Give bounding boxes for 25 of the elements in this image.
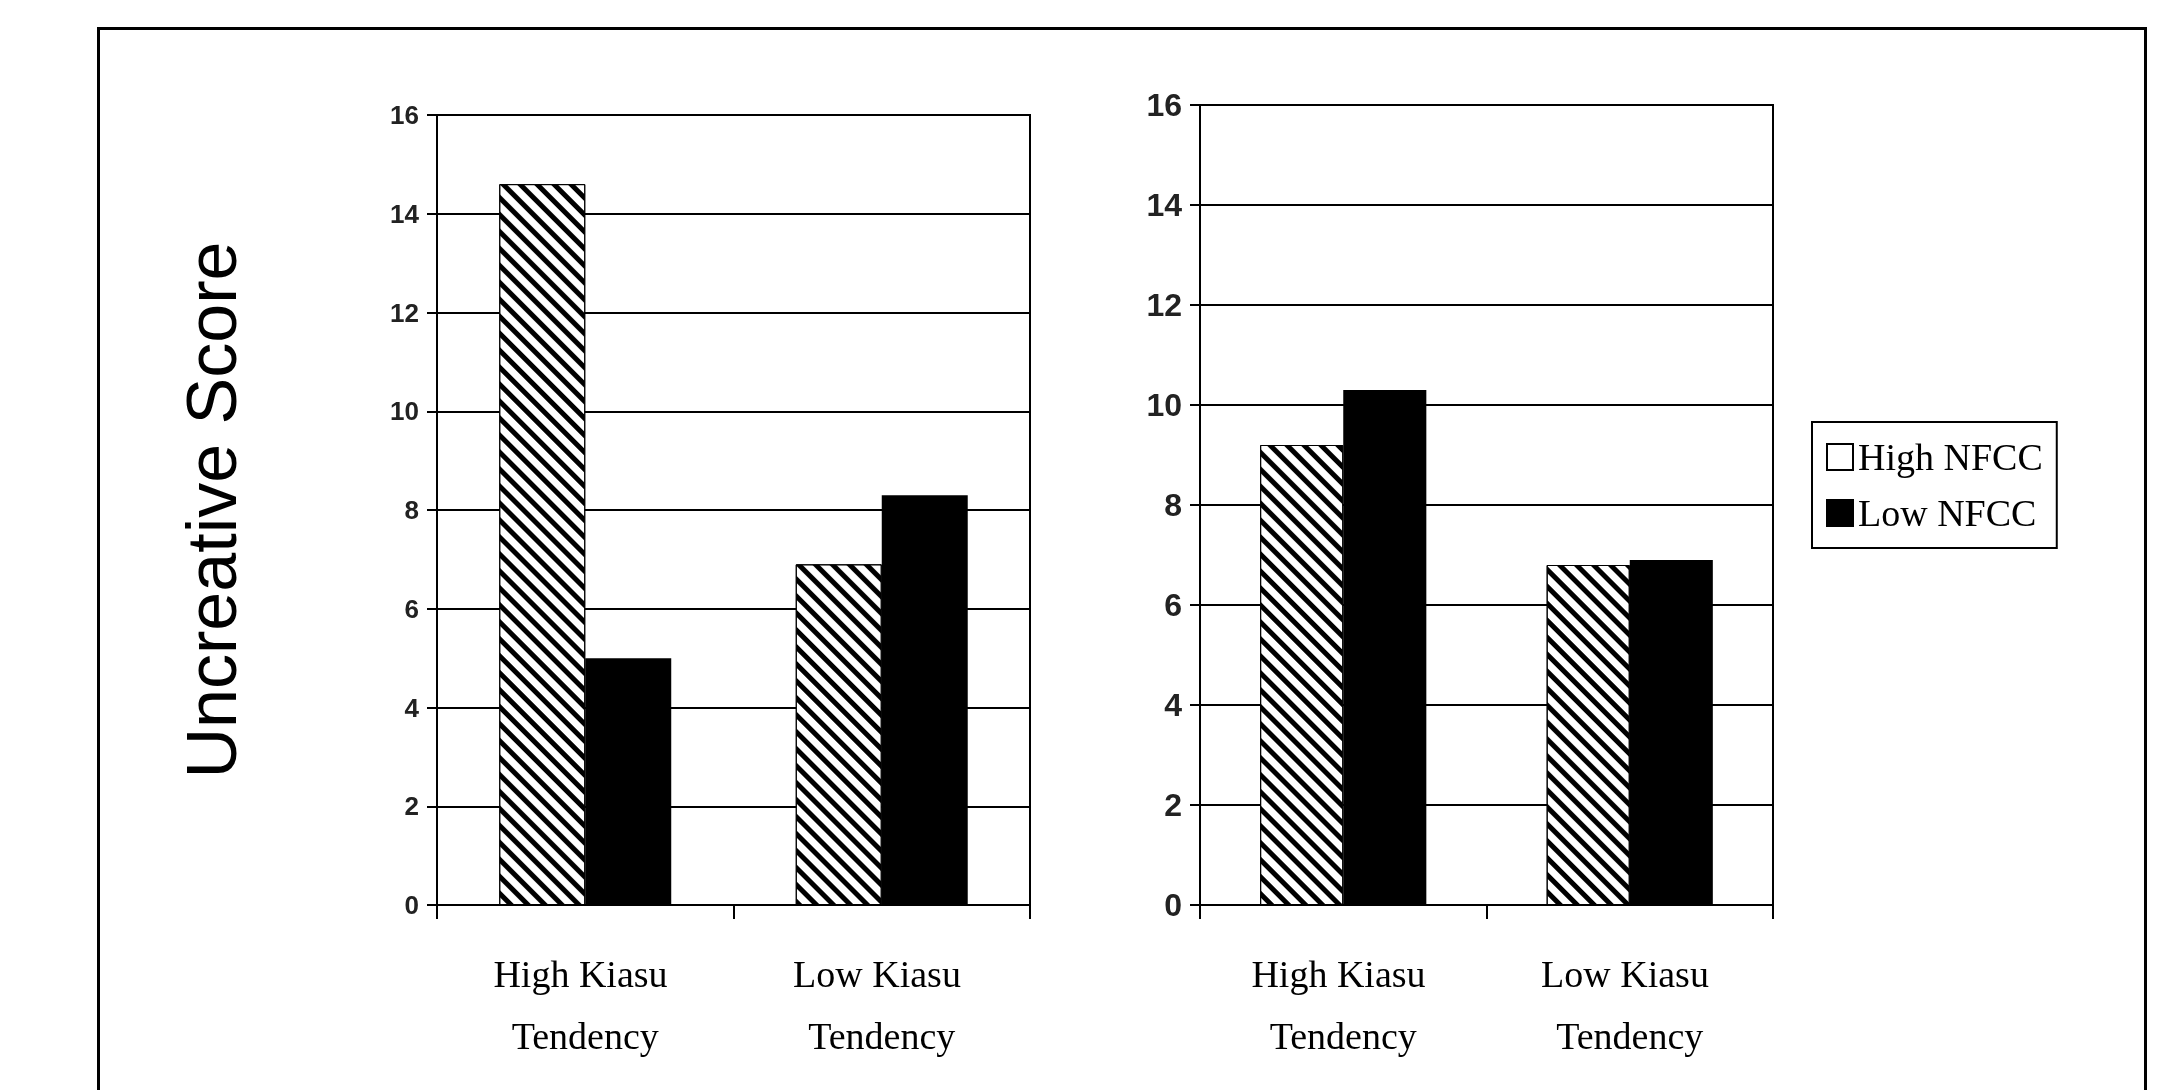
y-tick-label: 10 — [1146, 387, 1182, 423]
y-tick-label: 12 — [1146, 287, 1182, 323]
y-tick-label: 8 — [1164, 487, 1182, 523]
y-tick-label: 12 — [390, 297, 419, 328]
y-tick-label: 16 — [1146, 87, 1182, 123]
x-tick-label: Low Kiasu Tendency — [1541, 953, 1719, 1057]
y-tick-label: 8 — [404, 495, 419, 525]
y-tick-label: 2 — [404, 791, 419, 822]
y-tick-label: 14 — [1146, 187, 1183, 223]
y-tick-label: 10 — [390, 396, 419, 427]
y-tick-label: 0 — [1164, 887, 1182, 923]
y-tick-label: 0 — [404, 890, 419, 920]
y-tick-label: 6 — [404, 593, 419, 624]
y-tick-label: 16 — [390, 100, 419, 130]
y-tick-label: 4 — [404, 692, 420, 723]
y-tick-label: 6 — [1164, 587, 1182, 623]
x-tick-label: High Kiasu Tendency — [493, 953, 678, 1057]
y-tick-label: 4 — [1164, 687, 1183, 723]
y-axis-title: Uncreative Score — [173, 241, 251, 779]
y-tick-label: 2 — [1164, 787, 1182, 823]
legend-label: Low NFCC — [1858, 492, 2037, 534]
x-tick-label: High Kiasu Tendency — [1251, 953, 1436, 1057]
y-tick-label: 14 — [390, 198, 420, 229]
x-tick-label: Low Kiasu Tendency — [793, 953, 971, 1057]
legend-label: High NFCC — [1858, 436, 2043, 478]
